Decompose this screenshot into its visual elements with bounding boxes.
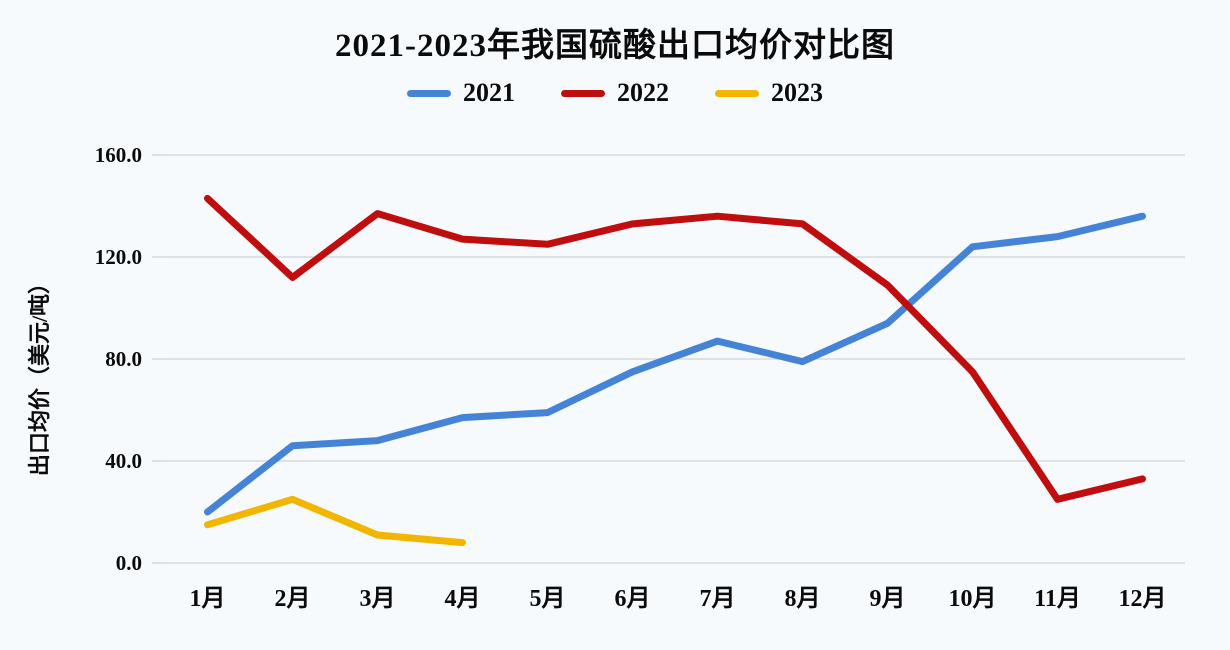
legend-line-swatch	[561, 89, 605, 97]
x-axis-tick-label: 7月	[699, 586, 736, 612]
legend-label: 2021	[463, 78, 515, 107]
y-axis-tick-label: 160.0	[94, 143, 142, 167]
series-line-2022	[204, 194, 1146, 503]
legend-label: 2023	[771, 78, 823, 107]
legend-item-2022: 2022	[561, 80, 669, 106]
series-line-2023	[204, 495, 466, 547]
y-axis-tick-label: 40.0	[105, 449, 142, 473]
legend-line-swatch	[407, 89, 451, 97]
legend: 2021 2022 2023	[0, 80, 1230, 106]
x-axis-tick-label: 3月	[359, 586, 396, 612]
x-axis-tick-label: 6月	[614, 586, 651, 612]
x-axis-tick-label: 2月	[274, 586, 311, 612]
y-axis-tick-label: 80.0	[105, 347, 142, 371]
x-axis-tick-label: 5月	[529, 586, 566, 612]
series-line-2021	[204, 212, 1146, 516]
x-axis-tick-label: 8月	[784, 586, 821, 612]
legend-item-2021: 2021	[407, 80, 515, 106]
legend-label: 2022	[617, 78, 669, 107]
x-axis-tick-label: 4月	[444, 586, 481, 612]
x-axis-tick-label: 11月	[1034, 586, 1081, 612]
x-axis-tick-label: 12月	[1118, 586, 1167, 612]
x-axis-tick-label: 1月	[189, 586, 226, 612]
chart-title: 2021-2023年我国硫酸出口均价对比图	[335, 28, 895, 64]
x-axis-tick-label: 9月	[869, 586, 906, 612]
y-axis-tick-label: 120.0	[94, 245, 142, 269]
legend-item-2023: 2023	[715, 80, 823, 106]
y-axis-tick-label: 0.0	[115, 551, 142, 575]
legend-line-swatch	[715, 89, 759, 97]
x-axis-tick-label: 10月	[948, 586, 997, 612]
